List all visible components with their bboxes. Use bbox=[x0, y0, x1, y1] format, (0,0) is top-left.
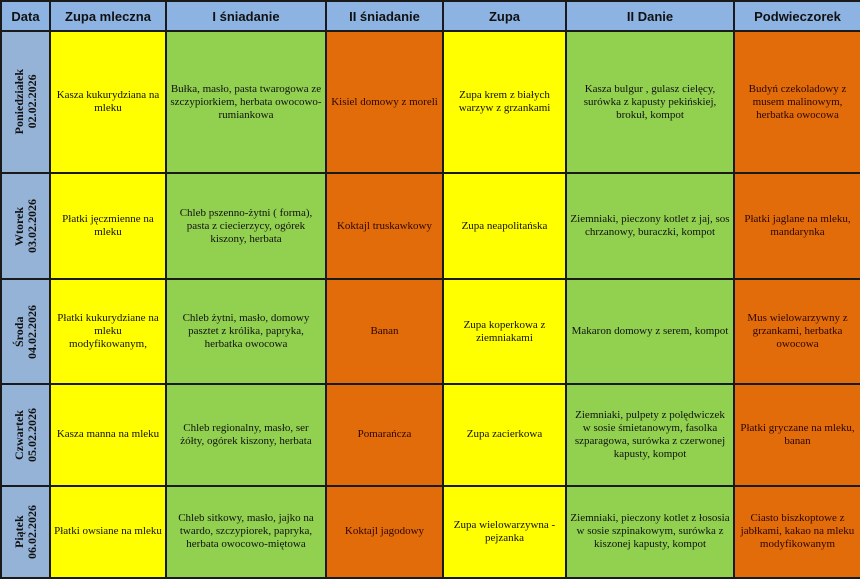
cell-ii-danie: Ziemniaki, pulpety z polędwiczek w sosie… bbox=[565, 382, 735, 487]
cell-i-sniadanie: Chleb żytni, masło, domowy pasztet z kró… bbox=[165, 278, 327, 385]
cell-ii-sniadanie: Koktajl truskawkowy bbox=[325, 172, 444, 281]
header-data: Data bbox=[0, 0, 51, 32]
cell-podwieczorek: Mus wielowarzywny z grzankami, herbatka … bbox=[733, 278, 860, 385]
cell-zupa: Zupa zacierkowa bbox=[442, 382, 567, 487]
cell-zupa-mleczna: Płatki jęczmienne na mleku bbox=[49, 172, 167, 281]
table-row: Wtorek 03.02.2026 Płatki jęczmienne na mle… bbox=[0, 172, 860, 281]
cell-podwieczorek: Budyń czekoladowy z musem malinowym, her… bbox=[733, 29, 860, 175]
cell-podwieczorek: Płatki gryczane na mleku, banan bbox=[733, 382, 860, 487]
cell-ii-sniadanie: Kisiel domowy z moreli bbox=[325, 29, 444, 175]
day-name: Wtorek bbox=[11, 206, 26, 246]
day-cell: Wtorek 03.02.2026 bbox=[0, 172, 51, 281]
cell-ii-sniadanie: Pomarańcza bbox=[325, 382, 444, 487]
cell-podwieczorek: Płatki jaglane na mleku, mandarynka bbox=[733, 172, 860, 281]
table-row: Piątek 06.02.2026 Płatki owsiane na mleku C… bbox=[0, 484, 860, 580]
cell-i-sniadanie: Bułka, masło, pasta twarogowa ze szczypi… bbox=[165, 29, 327, 175]
cell-zupa: Zupa wielowarzywna - pejzanka bbox=[442, 484, 567, 580]
header-zupa: Zupa bbox=[442, 0, 567, 32]
cell-zupa-mleczna: Kasza manna na mleku bbox=[49, 382, 167, 487]
cell-zupa: Zupa koperkowa z ziemniakami bbox=[442, 278, 567, 385]
header-i-sniadanie: I śniadanie bbox=[165, 0, 327, 32]
day-date: 02.02.2026 bbox=[24, 75, 39, 130]
header-row: Data Zupa mleczna I śniadanie II śniadan… bbox=[0, 0, 860, 32]
table-row: Czwartek 05.02.2026 Kasza manna na mleku Ch… bbox=[0, 382, 860, 487]
day-date: 03.02.2026 bbox=[24, 199, 39, 254]
header-podwieczorek: Podwieczorek bbox=[733, 0, 860, 32]
cell-i-sniadanie: Chleb regionalny, masło, ser żółty, ogór… bbox=[165, 382, 327, 487]
table-row: Poniedziałek 02.02.2026 Kasza kukurydziana… bbox=[0, 29, 860, 175]
cell-zupa: Zupa krem z białych warzyw z grzankami bbox=[442, 29, 567, 175]
cell-zupa-mleczna: Płatki owsiane na mleku bbox=[49, 484, 167, 580]
cell-i-sniadanie: Chleb pszenno-żytni ( forma), pasta z ci… bbox=[165, 172, 327, 281]
table-row: Środa 04.02.2026 Płatki kukurydziane na ml… bbox=[0, 278, 860, 385]
day-date: 05.02.2026 bbox=[24, 407, 39, 462]
cell-ii-danie: Makaron domowy z serem, kompot bbox=[565, 278, 735, 385]
day-cell: Piątek 06.02.2026 bbox=[0, 484, 51, 580]
cell-ii-sniadanie: Banan bbox=[325, 278, 444, 385]
header-ii-danie: II Danie bbox=[565, 0, 735, 32]
cell-ii-danie: Kasza bulgur , gulasz cielęcy, surówka z… bbox=[565, 29, 735, 175]
cell-i-sniadanie: Chleb sitkowy, masło, jajko na twardo, s… bbox=[165, 484, 327, 580]
cell-podwieczorek: Ciasto biszkoptowe z jabłkami, kakao na … bbox=[733, 484, 860, 580]
cell-ii-sniadanie: Koktajl jagodowy bbox=[325, 484, 444, 580]
day-date: 06.02.2026 bbox=[24, 504, 39, 559]
cell-zupa: Zupa neapolitańska bbox=[442, 172, 567, 281]
cell-zupa-mleczna: Kasza kukurydziana na mleku bbox=[49, 29, 167, 175]
header-zupa-mleczna: Zupa mleczna bbox=[49, 0, 167, 32]
day-cell: Poniedziałek 02.02.2026 bbox=[0, 29, 51, 175]
day-name: Środa bbox=[11, 316, 26, 347]
day-name: Piątek bbox=[11, 515, 26, 549]
cell-ii-danie: Ziemniaki, pieczony kotlet z łososia w s… bbox=[565, 484, 735, 580]
day-cell: Czwartek 05.02.2026 bbox=[0, 382, 51, 487]
day-name: Poniedziałek bbox=[11, 69, 26, 135]
day-cell: Środa 04.02.2026 bbox=[0, 278, 51, 385]
day-name: Czwartek bbox=[11, 409, 26, 460]
cell-zupa-mleczna: Płatki kukurydziane na mleku modyfikowan… bbox=[49, 278, 167, 385]
cell-ii-danie: Ziemniaki, pieczony kotlet z jaj, sos ch… bbox=[565, 172, 735, 281]
header-ii-sniadanie: II śniadanie bbox=[325, 0, 444, 32]
day-date: 04.02.2026 bbox=[24, 304, 39, 359]
